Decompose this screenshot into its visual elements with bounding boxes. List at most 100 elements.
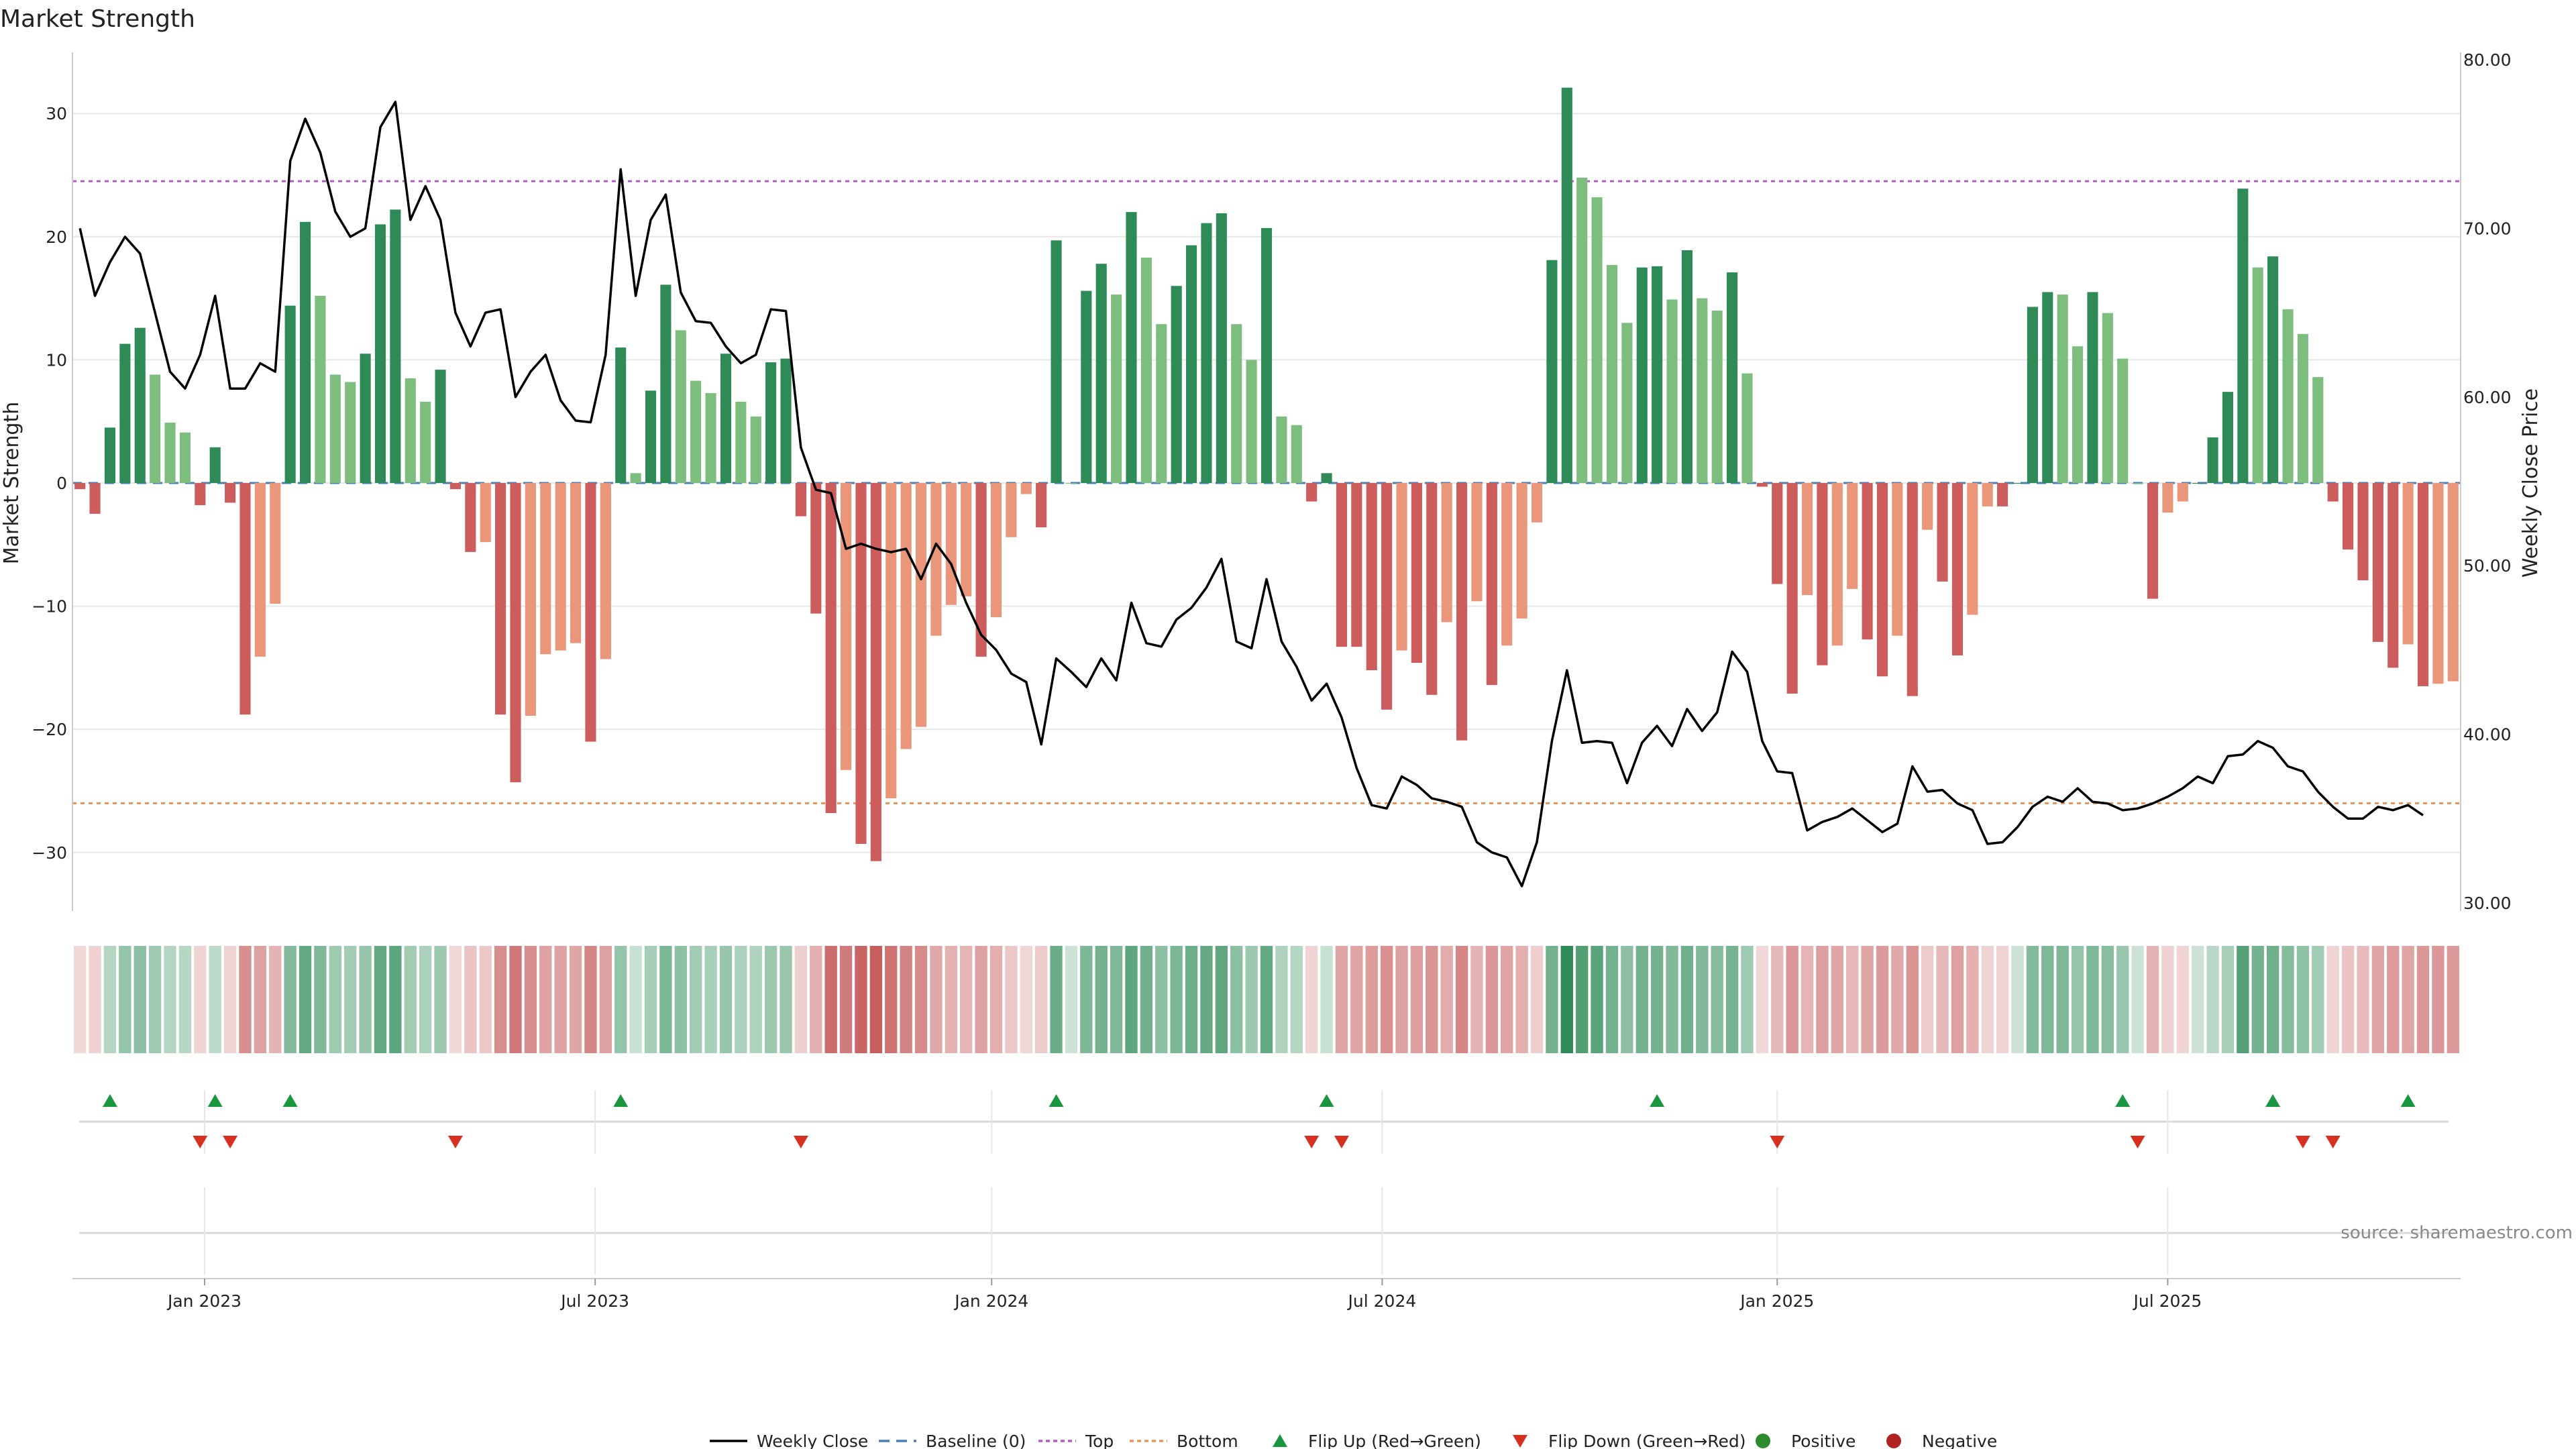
strength-bar — [299, 221, 311, 483]
strength-bar — [1336, 483, 1348, 647]
heat-cell — [1725, 946, 1739, 1053]
heat-cell — [449, 946, 462, 1053]
strength-bar — [495, 483, 506, 715]
strength-bar — [1967, 483, 1978, 615]
strength-bar — [2177, 483, 2188, 502]
heat-cell — [1786, 946, 1799, 1053]
legend-label: Baseline (0) — [926, 1432, 1026, 1449]
heat-cell — [1696, 946, 1709, 1053]
strength-bar — [1306, 483, 1318, 502]
strength-bar — [2312, 377, 2324, 483]
heat-cell — [524, 946, 537, 1053]
strength-bar — [600, 483, 611, 659]
strength-bar — [945, 483, 957, 605]
heat-cell — [1426, 946, 1438, 1053]
strength-bar — [1411, 483, 1422, 663]
heat-cell — [1350, 946, 1363, 1053]
strength-bar — [2267, 256, 2279, 483]
strength-bar — [1321, 473, 1332, 483]
heat-cell — [2041, 946, 2054, 1053]
chart-title: Market Strength — [0, 5, 195, 33]
strength-bar — [2012, 483, 2023, 484]
heat-cell — [314, 946, 327, 1053]
strength-heatmap-strip — [74, 946, 2459, 1053]
strength-bar — [2147, 483, 2159, 599]
strength-bar — [1381, 483, 1393, 710]
strength-bar — [1366, 483, 1377, 671]
strength-bar — [89, 483, 101, 514]
flip-up-marker — [207, 1094, 223, 1107]
heat-cell — [1410, 946, 1424, 1053]
x-tick-label: Jul 2023 — [559, 1291, 629, 1311]
heat-cell — [164, 946, 176, 1053]
heat-cell — [539, 946, 552, 1053]
strength-bar — [2372, 483, 2383, 642]
strength-bar — [1831, 483, 1843, 646]
flip-up-marker — [282, 1094, 298, 1107]
strength-bar — [1741, 373, 1753, 483]
strength-bar — [329, 374, 341, 483]
flip-up-marker — [2400, 1094, 2416, 1107]
heat-cell — [2026, 946, 2039, 1053]
left-tick-label: −30 — [32, 843, 67, 863]
strength-bar — [1652, 266, 1663, 483]
heat-cell — [2266, 946, 2279, 1053]
strength-bar — [525, 483, 536, 716]
strength-bar — [690, 380, 702, 483]
legend-swatch — [1513, 1435, 1527, 1448]
strength-bar — [1006, 483, 1017, 537]
heat-cell — [1290, 946, 1303, 1053]
strength-bar — [1591, 197, 1603, 483]
flip-up-marker — [613, 1094, 629, 1107]
strength-bar — [209, 447, 221, 483]
heat-cell — [1440, 946, 1453, 1053]
strength-bar — [104, 427, 116, 483]
strength-bar — [2237, 189, 2249, 483]
heat-cell — [2221, 946, 2235, 1053]
flip-up-marker — [102, 1094, 117, 1107]
heat-cell — [404, 946, 417, 1053]
strength-bar — [900, 483, 912, 749]
heat-cell — [1711, 946, 1723, 1053]
heat-cell — [1591, 946, 1603, 1053]
strength-bar — [1156, 324, 1167, 483]
strength-bar — [164, 423, 176, 483]
heat-cell — [1951, 946, 1964, 1053]
strength-bar — [1351, 483, 1362, 647]
heat-cell — [2101, 946, 2114, 1053]
heat-cell — [2312, 946, 2324, 1053]
heat-cell — [2011, 946, 2024, 1053]
heat-cell — [2086, 946, 2099, 1053]
left-tick-label: −20 — [32, 720, 67, 739]
strength-bar — [225, 483, 236, 503]
strength-bar — [510, 483, 521, 783]
strength-bar — [675, 330, 686, 483]
source-label: source: sharemaestro.com — [2341, 1223, 2573, 1243]
strength-bar — [1201, 223, 1212, 483]
strength-bar — [1441, 483, 1452, 623]
right-tick-label: 50.00 — [2463, 556, 2512, 576]
strength-bar — [720, 354, 732, 483]
heat-cell — [133, 946, 146, 1053]
legend-label: Weekly Close — [757, 1432, 868, 1449]
heat-cell — [1095, 946, 1108, 1053]
heat-cell — [1080, 946, 1093, 1053]
heat-cell — [719, 946, 733, 1053]
heat-cell — [89, 946, 101, 1053]
strength-bar — [1636, 267, 1648, 483]
heat-cell — [1981, 946, 1994, 1053]
strength-bar — [1260, 227, 1273, 483]
x-tick-label: Jan 2024 — [953, 1291, 1028, 1311]
heat-cell — [1275, 946, 1288, 1053]
heat-cell — [1530, 946, 1544, 1053]
heat-cell — [930, 946, 943, 1053]
flip-down-marker — [2295, 1136, 2310, 1148]
heat-cell — [74, 946, 87, 1053]
heat-cell — [1936, 946, 1949, 1053]
strength-bar — [961, 483, 972, 596]
heat-cell — [1050, 946, 1063, 1053]
heat-cell — [945, 946, 957, 1053]
heat-cell — [1335, 946, 1348, 1053]
strength-bar — [1546, 260, 1558, 483]
strength-bar — [254, 483, 266, 657]
